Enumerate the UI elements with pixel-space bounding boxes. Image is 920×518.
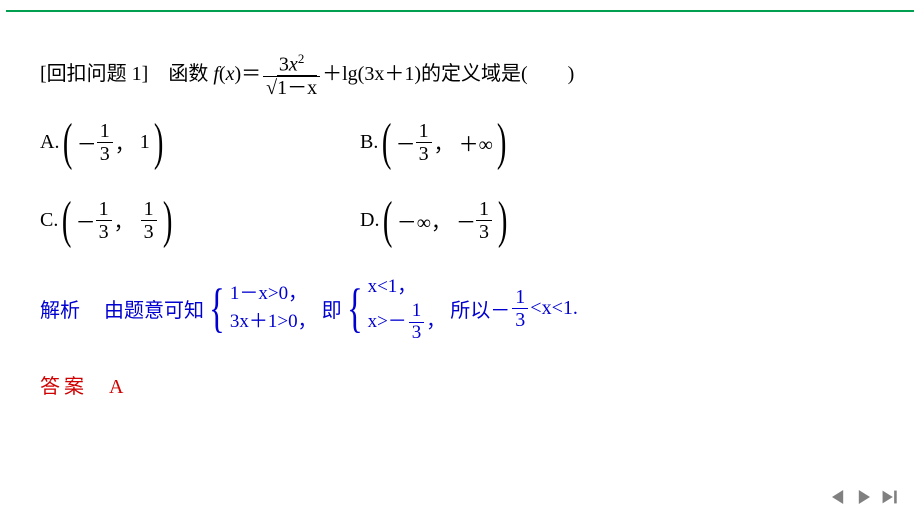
sys1-l1: 1－x>0， (230, 280, 317, 309)
opt-c-label: C. (40, 209, 58, 232)
nav-controls (832, 490, 898, 504)
system-1: { 1－x>0， 3x＋1>0， (204, 280, 317, 337)
d-right-frac: 13 (476, 198, 492, 243)
rparen-icon: ) (497, 117, 507, 169)
option-row-2: C. ( － 13 ， 13 ) D. ( －∞ ， － 13 (40, 195, 880, 247)
equals: ＝ (241, 63, 261, 85)
lparen-icon: ( (383, 195, 393, 247)
sys2-l2-post: ， (426, 308, 445, 337)
solution-mid: 即 (322, 294, 342, 323)
system-2: { x<1， x>－ 13 ， (342, 273, 446, 344)
conc-mid: <x<1. (530, 297, 578, 320)
c-minus: － (76, 206, 96, 235)
d-sep: ， (431, 206, 451, 235)
b-right: ＋∞ (459, 128, 493, 157)
conc-pre: 所以－ (450, 294, 510, 323)
num-var: x (289, 54, 298, 76)
d-left: －∞ (397, 206, 431, 235)
rparen-icon: ) (163, 195, 173, 247)
b-minus: － (396, 128, 416, 157)
opt-a-label: A. (40, 131, 59, 154)
answer-label: 答案 (40, 376, 88, 398)
num-coeff: 3 (279, 54, 289, 76)
option-a: A. ( － 13 ， 1 ) (40, 117, 360, 169)
d-minus: － (456, 206, 476, 235)
c-left-frac: 13 (96, 198, 112, 243)
opt-b-label: B. (360, 131, 378, 154)
a-right: 1 (140, 131, 150, 154)
a-minus: － (77, 128, 97, 157)
slide-content: [回扣问题 1] 函数 f(x)＝ 3x2 √1－x ＋lg(3x＋1)的定义域… (40, 50, 880, 399)
opt-d-label: D. (360, 209, 379, 232)
a-left-frac: 13 (97, 120, 113, 165)
plus: ＋ (322, 63, 342, 85)
answer-block: 答案 A (40, 370, 880, 399)
question-block: [回扣问题 1] 函数 f(x)＝ 3x2 √1－x ＋lg(3x＋1)的定义域… (40, 50, 880, 99)
option-row-1: A. ( － 13 ， 1 ) B. ( － 13 ， ＋∞ (40, 117, 880, 169)
option-d: D. ( －∞ ， － 13 ) (360, 195, 511, 247)
brace-icon: { (347, 281, 363, 335)
c-sep: ， (114, 206, 134, 235)
conc-frac: 13 (512, 286, 528, 331)
stem-pre: 函数 (168, 63, 213, 85)
b-left-frac: 13 (416, 120, 432, 165)
sys1-l2: 3x＋1>0， (230, 308, 317, 337)
tail: 的定义域是( ) (421, 63, 574, 85)
lg: lg (342, 63, 358, 85)
num-exp: 2 (298, 51, 305, 66)
lparen-icon: ( (62, 195, 72, 247)
c-right-frac: 13 (141, 198, 157, 243)
b-sep: ， (434, 128, 454, 157)
solution-label: 解析 (40, 294, 80, 323)
sys2-l2-pre: x>－ (368, 308, 407, 337)
option-b: B. ( － 13 ， ＋∞ ) (360, 117, 510, 169)
lparen-icon: ( (382, 117, 392, 169)
main-fraction: 3x2 √1－x (263, 52, 320, 99)
rparen-icon: ) (154, 117, 164, 169)
nav-last-icon[interactable] (880, 490, 898, 504)
radicand: 1－x (277, 75, 317, 99)
option-c: C. ( － 13 ， 13 ) (40, 195, 360, 247)
top-rule (6, 10, 914, 12)
a-sep: ， (115, 128, 135, 157)
solution-block: 解析 由题意可知 { 1－x>0， 3x＋1>0， 即 { x<1， x>－ 1… (40, 273, 880, 344)
rparen-icon: ) (498, 195, 508, 247)
question-label: [回扣问题 1] (40, 63, 148, 85)
lparen-icon: ( (63, 117, 73, 169)
brace-icon: { (209, 281, 225, 335)
nav-prev-icon[interactable] (832, 490, 846, 504)
lg-arg: (3x＋1) (358, 63, 421, 85)
sys2-l1: x<1， (368, 273, 446, 302)
open-paren: ( (219, 63, 226, 85)
nav-next-icon[interactable] (856, 490, 870, 504)
options-block: A. ( － 13 ， 1 ) B. ( － 13 ， ＋∞ (40, 117, 880, 247)
solution-lead: 由题意可知 (104, 294, 204, 323)
sys2-frac: 13 (409, 301, 425, 344)
answer-value: A (109, 376, 123, 398)
sqrt-sign: √ (266, 77, 277, 99)
